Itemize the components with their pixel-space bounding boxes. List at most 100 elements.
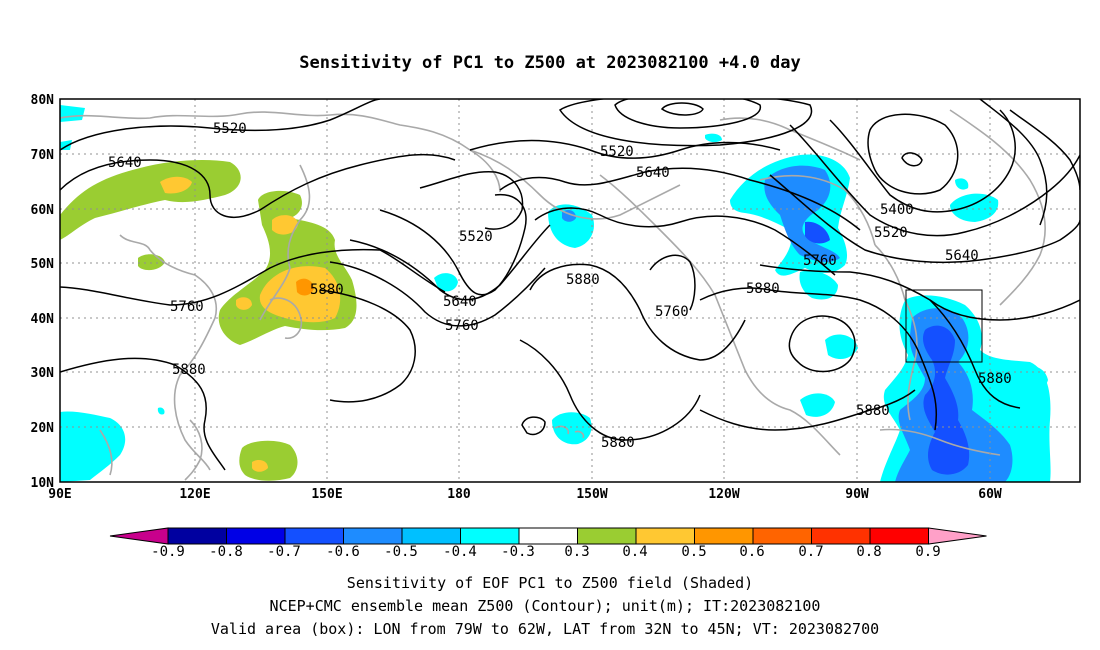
contour-east-ridge [979,99,1048,226]
contour-5760-rockies [649,254,696,311]
contour-pole-ring-1 [614,99,761,129]
colorbar-label: -0.8 [209,544,243,560]
contour-5640-mid [349,224,551,301]
lat-tick-label: 20N [31,421,55,436]
map-frame [59,98,1081,483]
coast-greenland [949,109,1046,306]
lon-axis: 90E 120E 150E 180 150W 120W 90W 60W [48,487,1002,502]
lon-tick-label: 90W [845,487,869,502]
contour-label: 5520 [213,121,247,137]
shade-yellow-tropics [252,460,268,472]
contour-label: 5520 [600,144,634,160]
caption-line-2: NCEP+CMC ensemble mean Z500 (Contour); u… [270,597,821,615]
contour-5520-east [789,124,1080,237]
colorbar-segment [694,527,754,545]
coast-arctic-islands [719,117,861,161]
colorbar-segment [401,527,461,545]
colorbar [109,527,987,545]
shade-cyan-greenland [950,193,999,222]
contour-label: 5880 [601,435,635,451]
colorbar-label: 0.3 [564,544,589,560]
shade-cyan-atlantic-east [1020,366,1048,393]
lat-tick-label: 70N [31,148,55,163]
shade-cyan-nw [705,133,722,143]
coast-caribbean [879,428,1001,456]
coast-alaska [469,149,681,220]
contour-5520-npac [419,171,524,230]
contour-label: 5640 [443,294,477,310]
shade-orange-japan [296,278,314,296]
contour-label: 5640 [636,165,670,181]
colorbar-segment [577,527,637,545]
contour-label: 5640 [945,248,979,264]
contour-greenland-ring [867,113,959,195]
colorbar-segment [226,527,286,545]
colorbar-segment [811,527,871,545]
colorbar-label: -0.5 [384,544,418,560]
contour-label: 5400 [880,202,914,218]
colorbar-segment [284,527,344,545]
contour-label: 5520 [459,229,493,245]
shade-green-tropics [239,440,298,481]
contour-5520-west [60,99,381,151]
lon-tick-label: 150E [311,487,342,502]
contour-label: 5880 [978,371,1012,387]
lat-tick-label: 50N [31,257,55,272]
contour-5520-alaska [469,139,781,159]
shade-yellow-siberia [160,176,192,194]
coast-indochina [99,429,113,476]
coast-east-na [874,244,918,421]
contour-5880-atl-ring [788,315,856,373]
shade-cyan-canada-2 [799,270,838,300]
contour-label: 5880 [566,272,600,288]
coast-east-asia [119,234,217,471]
contour-trough-180 [379,193,527,296]
colorbar-segment [460,527,520,545]
contour-5880-east [929,299,1021,409]
colorbar-segment [869,527,929,545]
lon-tick-label: 120E [179,487,210,502]
colorbar-labels: -0.9 -0.8 -0.7 -0.6 -0.5 -0.4 -0.3 0.3 0… [151,544,941,560]
contour-5880-west [60,357,226,471]
contour-label: 5760 [170,299,204,315]
colorbar-segment [518,527,578,545]
lat-axis: 80N 70N 60N 50N 40N 30N 20N 10N [31,93,55,491]
contour-5880-hi [519,339,701,441]
contour-label: 5520 [874,225,908,241]
map-title: Sensitivity of PC1 to Z500 at 2023082100… [299,53,801,73]
lat-tick-label: 80N [31,93,55,108]
contour-5880-sw [699,389,916,431]
shade-green-japan [218,190,357,345]
z500-contours [60,99,1080,471]
contour-5880-ridge [319,289,416,403]
coastlines [60,109,1046,481]
shade-cyan-alaska [548,204,595,248]
colorbar-label: 0.7 [798,544,823,560]
colorbar-label: -0.6 [326,544,360,560]
contour-5760-east [759,264,1080,321]
colorbar-label: -0.3 [501,544,535,560]
colorbar-label: -0.9 [151,544,185,560]
colorbar-label: 0.5 [681,544,706,560]
valid-area-box [905,289,983,363]
contour-5760-alaska [534,207,836,276]
contour-5880-pac [529,263,746,361]
lat-tick-label: 10N [31,476,55,491]
contour-5640-alaska [499,167,861,231]
colorbar-arrow-low [109,527,169,545]
contour-greenland-small [901,152,923,167]
contour-label-group: 5520 5640 5520 5640 5520 5400 5520 5640 … [108,121,1012,451]
coast-asia-north [60,111,501,193]
lon-tick-label: 180 [447,487,471,502]
shade-cyan-atlantic-mid [825,334,858,360]
contour-5640-west [60,153,456,218]
coast-philippines [184,419,203,481]
shade-cyan-greenland-2 [955,178,969,190]
shade-yellow-japan-3 [236,297,252,310]
contour-label: 5640 [108,155,142,171]
map-panel: 5520 5640 5520 5640 5520 5400 5520 5640 … [59,98,1081,483]
graticule [60,99,1080,482]
caption-line-1: Sensitivity of EOF PC1 to Z500 field (Sh… [347,574,753,592]
contour-label: 5760 [655,304,689,320]
contour-5640-east [769,174,1080,264]
